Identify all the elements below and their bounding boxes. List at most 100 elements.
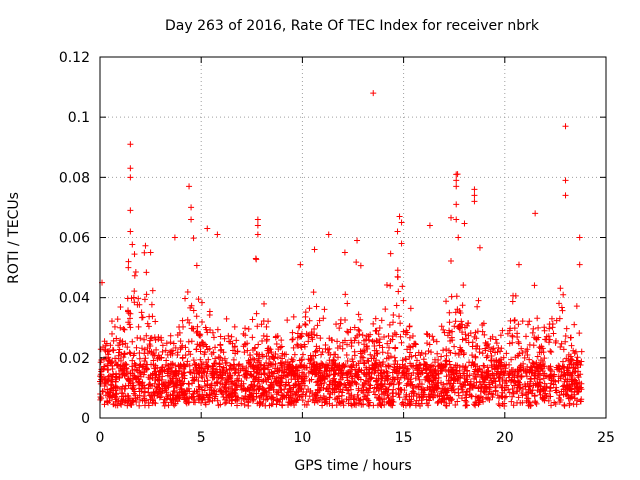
- data-point: [159, 342, 166, 349]
- data-point: [357, 358, 364, 364]
- data-point: [184, 316, 191, 323]
- data-point: [171, 402, 178, 409]
- data-point: [557, 285, 564, 292]
- data-point: [151, 352, 158, 359]
- data-point: [186, 319, 193, 326]
- data-point: [190, 307, 197, 314]
- data-point: [446, 380, 453, 387]
- data-point: [148, 301, 155, 308]
- data-point: [553, 317, 560, 324]
- data-point: [578, 386, 585, 393]
- data-point: [363, 386, 370, 393]
- data-point: [365, 401, 372, 408]
- data-point: [401, 374, 408, 381]
- data-point: [142, 242, 149, 249]
- data-point: [353, 372, 360, 379]
- data-point: [479, 322, 486, 329]
- data-point: [552, 401, 559, 408]
- data-point: [458, 395, 465, 402]
- data-point: [560, 364, 567, 371]
- data-point: [151, 380, 158, 387]
- data-point: [449, 383, 456, 390]
- data-point: [217, 401, 224, 408]
- data-point: [172, 344, 179, 351]
- data-point: [351, 378, 358, 385]
- data-point: [162, 347, 169, 354]
- data-point: [396, 394, 403, 401]
- data-point: [480, 388, 487, 395]
- data-point: [302, 313, 309, 320]
- data-point: [520, 385, 527, 392]
- data-point: [179, 317, 186, 324]
- data-point: [449, 328, 456, 335]
- data-point: [481, 389, 488, 396]
- data-point: [559, 358, 566, 365]
- data-point: [163, 357, 170, 364]
- data-point: [102, 342, 109, 349]
- data-point: [390, 312, 397, 319]
- data-point: [263, 323, 270, 330]
- data-point: [230, 361, 237, 368]
- data-point: [506, 327, 513, 334]
- data-point: [219, 381, 226, 388]
- data-point: [397, 333, 404, 340]
- data-point: [166, 349, 173, 356]
- data-point: [451, 343, 458, 350]
- data-point: [547, 385, 554, 392]
- data-point: [268, 401, 275, 408]
- data-point: [297, 261, 304, 268]
- data-point: [305, 398, 312, 405]
- data-point: [253, 351, 260, 358]
- data-point: [500, 372, 507, 379]
- data-point: [217, 333, 224, 340]
- data-point: [223, 399, 230, 406]
- data-point: [143, 269, 150, 276]
- data-point: [210, 390, 217, 397]
- data-point: [151, 334, 158, 341]
- data-point: [371, 342, 378, 349]
- data-point: [148, 334, 155, 341]
- data-point: [468, 392, 475, 399]
- data-point: [371, 369, 378, 376]
- data-point: [119, 390, 126, 397]
- data-point: [313, 371, 320, 378]
- data-point: [563, 325, 570, 332]
- data-point: [547, 372, 554, 379]
- data-point: [269, 361, 276, 368]
- data-point: [386, 363, 393, 370]
- data-point: [529, 367, 536, 374]
- data-point: [434, 399, 441, 406]
- data-point: [511, 325, 518, 332]
- data-point: [446, 309, 453, 316]
- data-point: [217, 341, 224, 348]
- data-point: [226, 373, 233, 380]
- data-point: [341, 249, 348, 256]
- data-point: [242, 325, 249, 332]
- data-point: [500, 354, 507, 361]
- data-point: [101, 346, 108, 353]
- data-point: [453, 293, 460, 300]
- data-point: [252, 255, 259, 262]
- data-point: [499, 393, 506, 400]
- data-point: [399, 369, 406, 376]
- data-point: [210, 370, 217, 377]
- data-point: [384, 377, 391, 384]
- data-point: [150, 350, 157, 357]
- data-point: [157, 393, 164, 400]
- data-point: [490, 391, 497, 398]
- data-point: [424, 340, 431, 347]
- data-point: [132, 268, 139, 275]
- data-point: [146, 381, 153, 388]
- data-point: [552, 378, 559, 385]
- data-point: [492, 387, 499, 394]
- data-point: [404, 346, 411, 353]
- data-point: [214, 397, 221, 404]
- data-point: [536, 344, 543, 351]
- data-point: [116, 373, 123, 380]
- data-point: [206, 398, 213, 405]
- data-point: [216, 361, 223, 368]
- data-point: [344, 341, 351, 348]
- data-point: [110, 401, 117, 408]
- data-point: [574, 380, 581, 387]
- data-point: [202, 399, 209, 406]
